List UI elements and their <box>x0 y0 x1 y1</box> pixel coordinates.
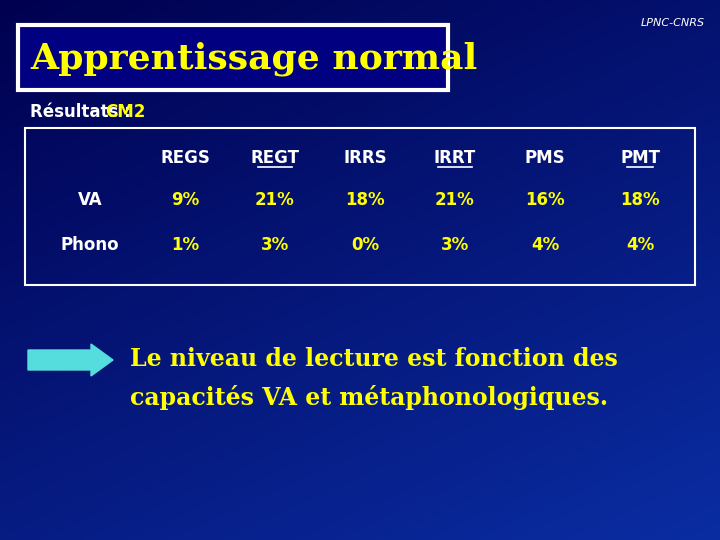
Text: 3%: 3% <box>261 236 289 254</box>
Text: 21%: 21% <box>435 191 475 209</box>
Text: Résultats :: Résultats : <box>30 103 137 121</box>
Text: Phono: Phono <box>60 236 120 254</box>
Text: Le niveau de lecture est fonction des: Le niveau de lecture est fonction des <box>130 347 618 371</box>
Bar <box>25 128 695 285</box>
Text: capacités VA et métaphonologiques.: capacités VA et métaphonologiques. <box>130 385 608 410</box>
Text: 18%: 18% <box>620 191 660 209</box>
Text: 3%: 3% <box>441 236 469 254</box>
Text: CM2: CM2 <box>105 103 145 121</box>
Text: 4%: 4% <box>531 236 559 254</box>
Text: 0%: 0% <box>351 236 379 254</box>
Text: 16%: 16% <box>525 191 564 209</box>
Text: IRRS: IRRS <box>343 149 387 167</box>
Text: 1%: 1% <box>171 236 199 254</box>
Text: 9%: 9% <box>171 191 199 209</box>
Text: LPNC-CNRS: LPNC-CNRS <box>641 18 705 28</box>
Text: PMT: PMT <box>620 149 660 167</box>
FancyArrow shape <box>28 344 113 376</box>
Text: 21%: 21% <box>255 191 295 209</box>
Text: 18%: 18% <box>345 191 384 209</box>
Text: REGT: REGT <box>251 149 300 167</box>
Text: IRRT: IRRT <box>434 149 476 167</box>
Text: 4%: 4% <box>626 236 654 254</box>
Text: Apprentissage normal: Apprentissage normal <box>30 42 477 76</box>
Text: VA: VA <box>78 191 102 209</box>
Text: PMS: PMS <box>525 149 565 167</box>
Text: REGS: REGS <box>160 149 210 167</box>
FancyBboxPatch shape <box>18 25 448 90</box>
